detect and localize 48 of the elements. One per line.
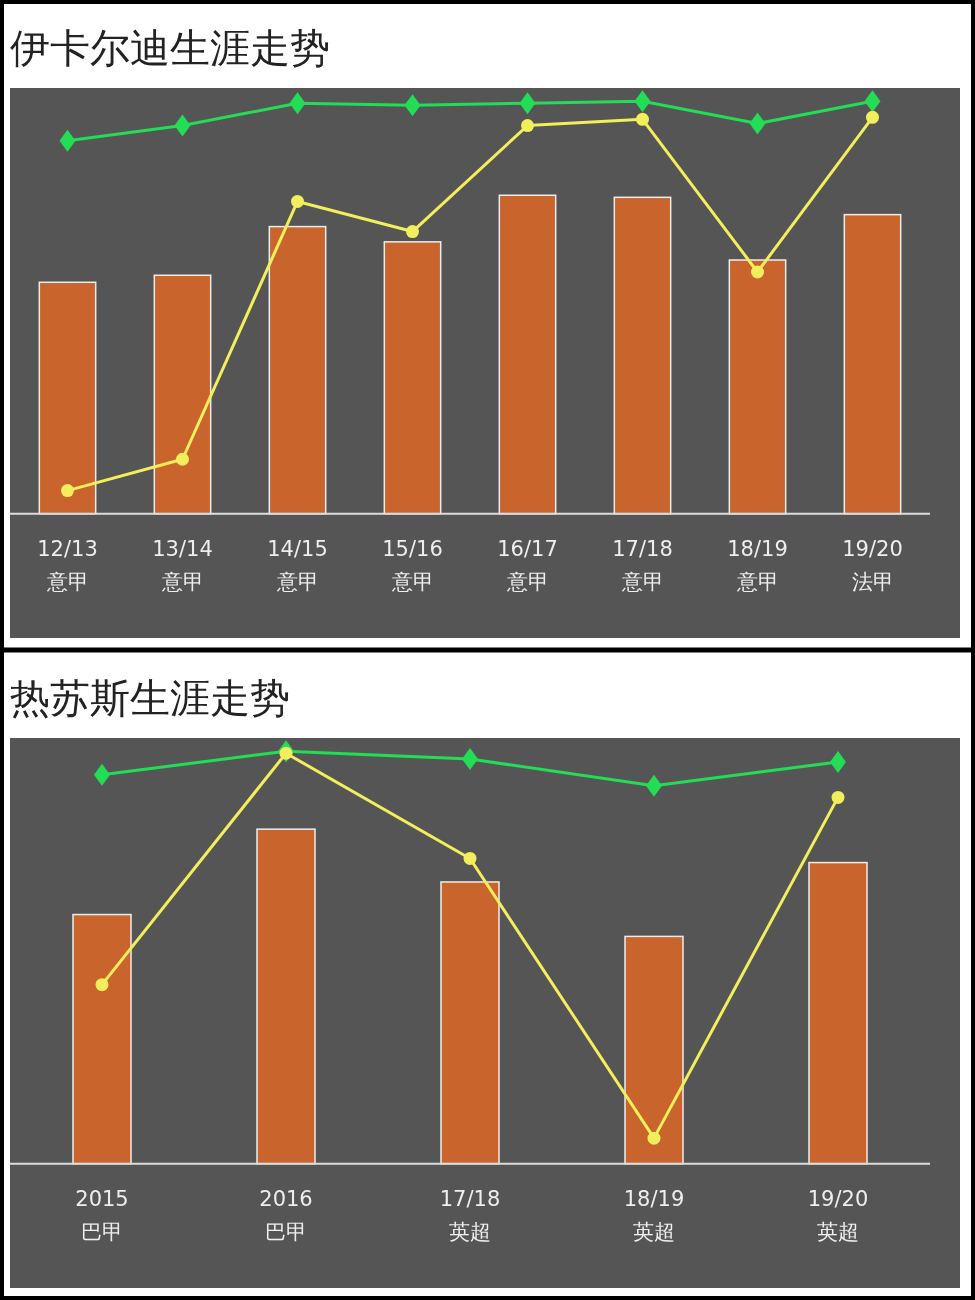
x-tick-label: 19/20 英超 bbox=[807, 1186, 869, 1244]
point bbox=[831, 790, 845, 804]
bar bbox=[843, 213, 902, 515]
point bbox=[521, 119, 534, 133]
point bbox=[176, 452, 189, 466]
x-tick-label: 2016 巴甲 bbox=[259, 1186, 313, 1244]
bar bbox=[498, 194, 557, 515]
bar bbox=[38, 281, 97, 515]
point bbox=[636, 112, 649, 126]
point bbox=[95, 978, 109, 992]
point bbox=[751, 265, 764, 279]
point bbox=[406, 225, 419, 239]
point bbox=[749, 112, 766, 135]
bar bbox=[613, 196, 672, 515]
x-tick-label: 13/14 意甲 bbox=[152, 536, 213, 594]
x-tick-label: 17/18 意甲 bbox=[612, 536, 673, 594]
bar bbox=[72, 913, 132, 1165]
point bbox=[647, 1131, 661, 1145]
x-tick-label: 12/13 意甲 bbox=[37, 536, 98, 594]
bar bbox=[383, 241, 442, 515]
point bbox=[463, 851, 477, 865]
point bbox=[174, 114, 191, 137]
point bbox=[634, 90, 651, 113]
x-tick-label: 2015 巴甲 bbox=[75, 1186, 129, 1244]
x-tick-label: 16/17 意甲 bbox=[497, 536, 558, 594]
bar bbox=[624, 935, 684, 1165]
point bbox=[519, 92, 536, 115]
point bbox=[289, 92, 306, 115]
point bbox=[404, 94, 421, 117]
x-tick-label: 15/16 意甲 bbox=[382, 536, 443, 594]
x-tick-label: 18/19 意甲 bbox=[727, 536, 788, 594]
point bbox=[866, 110, 879, 124]
bar bbox=[728, 259, 787, 515]
bar bbox=[808, 861, 868, 1165]
bar bbox=[256, 828, 316, 1165]
bar bbox=[268, 225, 327, 515]
chart-title: 热苏斯生涯走势 bbox=[10, 675, 290, 721]
x-tick-label: 19/20 法甲 bbox=[842, 536, 903, 594]
point bbox=[864, 90, 881, 113]
chart-title: 伊卡尔迪生涯走势 bbox=[10, 25, 330, 71]
point bbox=[61, 484, 74, 498]
point bbox=[291, 194, 304, 208]
bar bbox=[153, 274, 212, 515]
x-tick-label: 14/15 意甲 bbox=[267, 536, 328, 594]
bar bbox=[440, 881, 500, 1165]
x-tick-label: 17/18 英超 bbox=[439, 1186, 501, 1244]
point bbox=[59, 129, 76, 152]
x-tick-label: 18/19 英超 bbox=[623, 1186, 685, 1244]
